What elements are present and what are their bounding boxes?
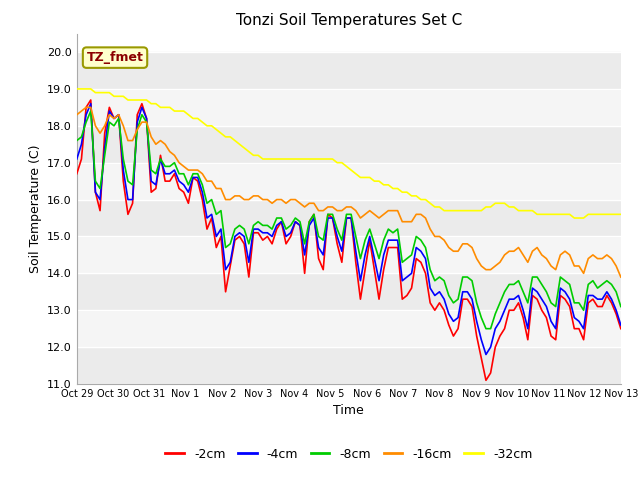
Bar (77, 52, 621, 89)
Bar (77, 237, 621, 273)
Bar (77, 200, 621, 237)
Bar (77, 273, 621, 310)
Bar (77, 347, 621, 384)
Y-axis label: Soil Temperature (C): Soil Temperature (C) (29, 144, 42, 273)
Legend: -2cm, -4cm, -8cm, -16cm, -32cm: -2cm, -4cm, -8cm, -16cm, -32cm (160, 443, 538, 466)
Bar (77, 163, 621, 200)
Bar (77, 89, 621, 126)
Title: Tonzi Soil Temperatures Set C: Tonzi Soil Temperatures Set C (236, 13, 462, 28)
X-axis label: Time: Time (333, 405, 364, 418)
Text: TZ_fmet: TZ_fmet (86, 51, 143, 64)
Bar (77, 310, 621, 347)
Bar (77, 126, 621, 163)
